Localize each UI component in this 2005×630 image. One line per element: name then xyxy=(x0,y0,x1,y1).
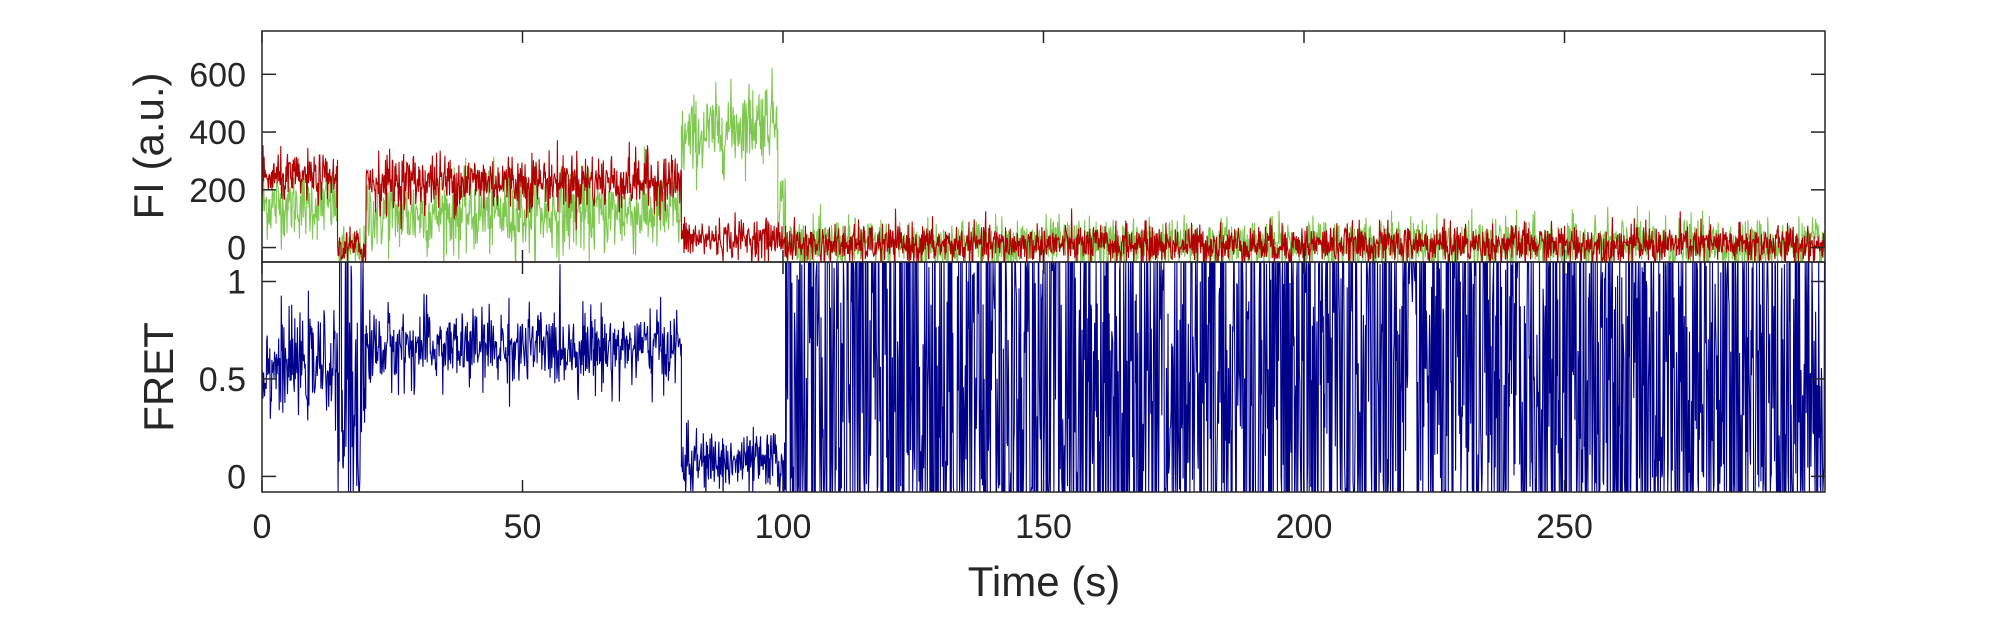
series-line-fret xyxy=(262,262,1825,492)
fret-ylabel: FRET xyxy=(135,322,182,432)
x-tick-label: 250 xyxy=(1536,508,1593,546)
y-tick-label: 400 xyxy=(189,114,246,152)
y-tick-label: 0 xyxy=(227,230,246,268)
fluorescence-axes-frame xyxy=(261,30,1826,263)
y-tick-label: 0.5 xyxy=(199,361,246,399)
y-tick-label: 600 xyxy=(189,56,246,94)
fret-traces xyxy=(262,262,1825,492)
fret-panel: 0 0.5 1 0 50 100 150 200 250 FRET Time (s) xyxy=(135,261,1826,605)
x-tick-label: 150 xyxy=(1015,508,1072,546)
y-tick-label: 200 xyxy=(189,172,246,210)
y-tick-label: 1 xyxy=(227,263,246,301)
x-tick-label: 200 xyxy=(1276,508,1333,546)
fluorescence-ticks: 0 200 400 600 xyxy=(189,31,1825,268)
x-tick-label: 0 xyxy=(253,508,272,546)
x-axis-label: Time (s) xyxy=(968,558,1120,605)
fluorescence-ylabel: FI (a.u.) xyxy=(125,72,172,219)
x-tick-label: 100 xyxy=(755,508,812,546)
x-tick-label: 50 xyxy=(504,508,542,546)
fluorescence-panel: 0 200 400 600 FI (a.u.) xyxy=(125,30,1826,268)
fret-ticks: 0 0.5 1 0 50 100 150 200 250 xyxy=(199,262,1825,546)
y-tick-label: 0 xyxy=(227,458,246,496)
